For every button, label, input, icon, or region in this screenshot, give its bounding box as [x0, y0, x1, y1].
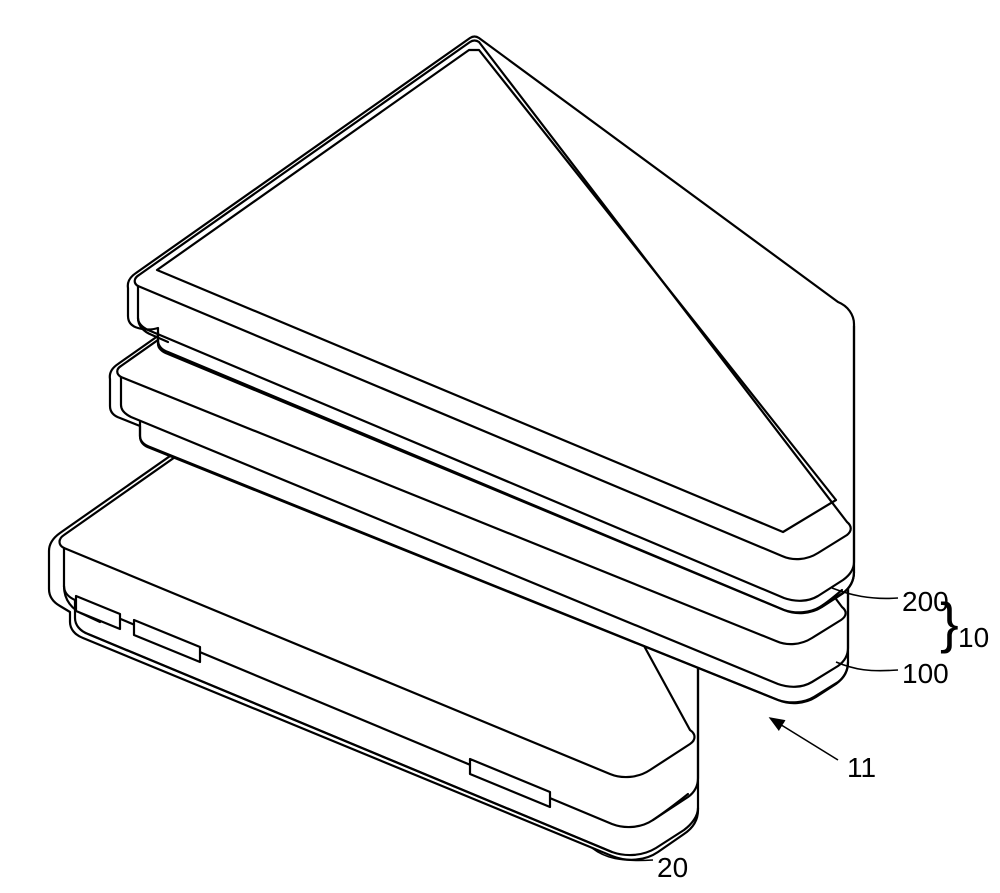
assembly-brace: }	[940, 595, 959, 651]
diagram-canvas: 200 100 10 11 20 }	[0, 0, 1000, 893]
label-100: 100	[902, 658, 949, 690]
label-10: 10	[958, 622, 989, 654]
label-20: 20	[657, 852, 688, 884]
label-11: 11	[847, 752, 876, 784]
